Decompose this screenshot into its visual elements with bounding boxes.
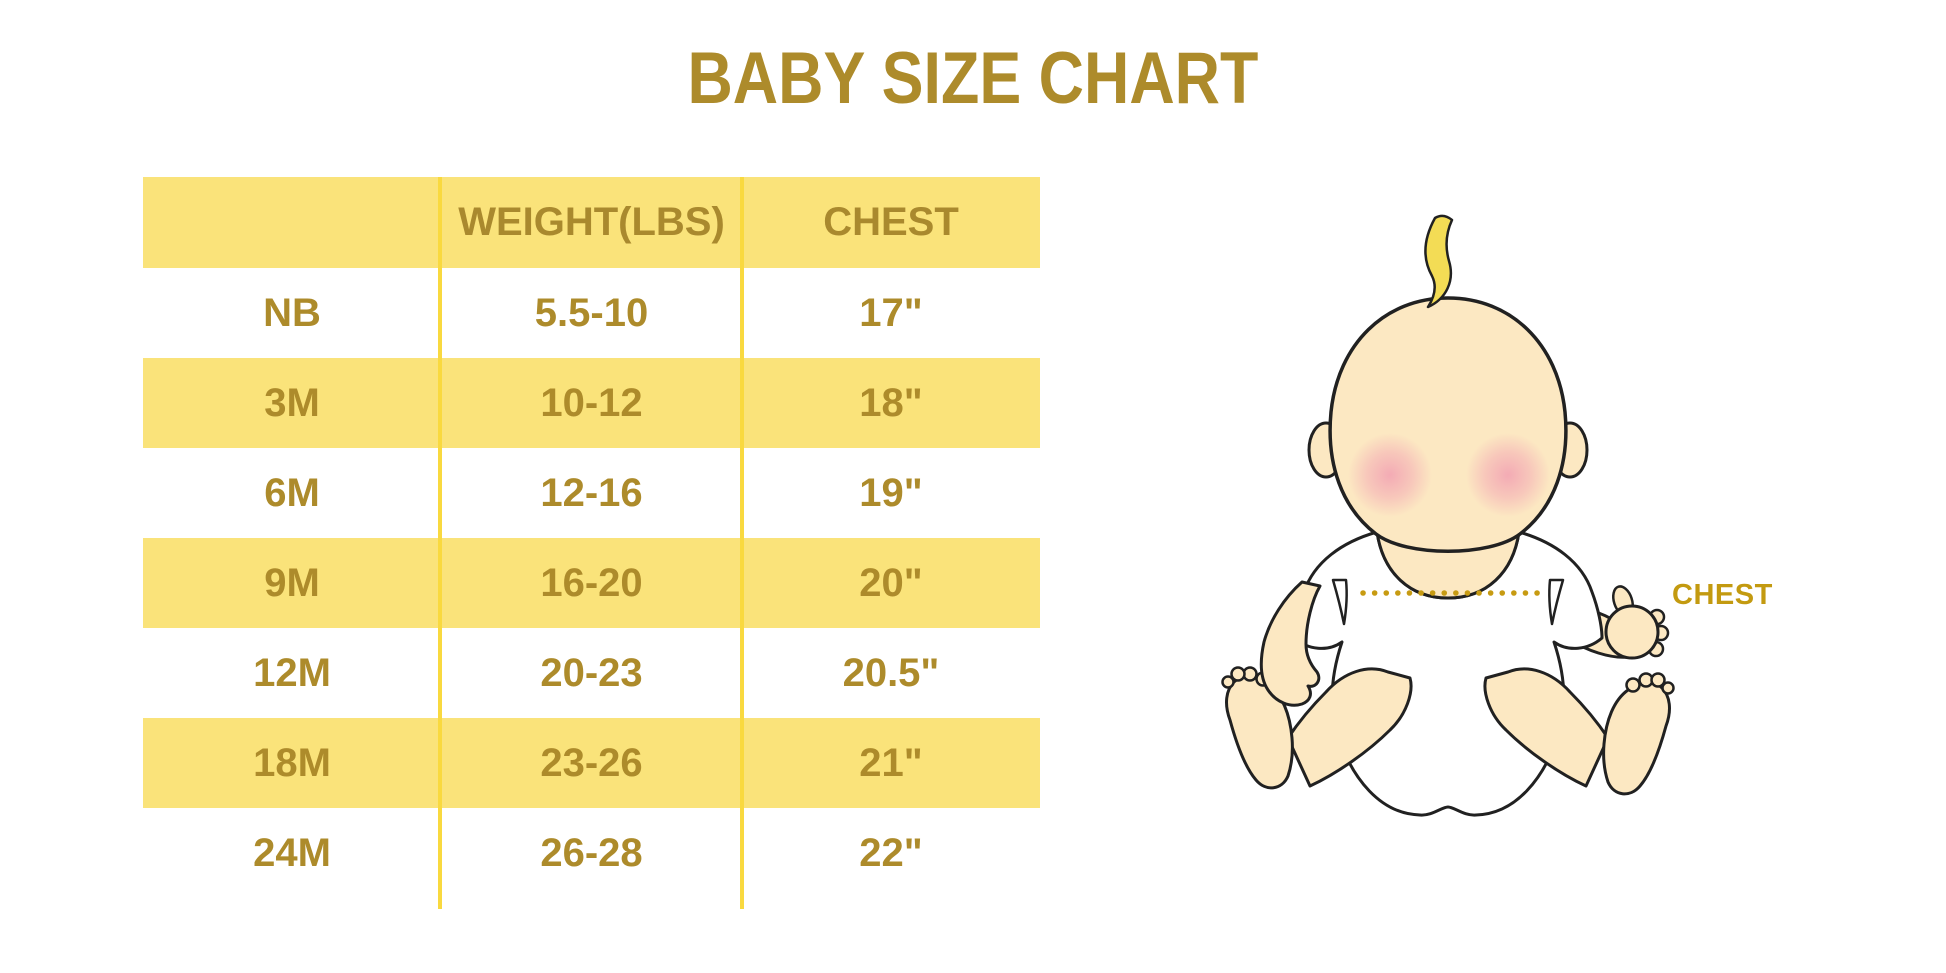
cell-size: 24M [253, 830, 331, 875]
baby-illustration: CHEST [1221, 214, 1773, 817]
cell-weight: 23-26 [540, 740, 643, 785]
cell-size: 9M [264, 560, 320, 605]
baby-right-fist [1604, 585, 1670, 660]
cell-weight: 10-12 [540, 380, 643, 425]
cell-weight: 5.5-10 [534, 290, 649, 335]
cell-size: 6M [264, 470, 320, 515]
table-row: 18M 23-26 21" [143, 718, 1040, 808]
cell-size: 12M [253, 650, 331, 695]
size-table: WEIGHT(LBS) CHEST NB 5.5-10 17" 3M 10-12… [143, 177, 1040, 909]
table-row: 24M 26-28 22" [143, 808, 1040, 898]
cell-chest: 18" [859, 380, 923, 425]
chest-label: CHEST [1672, 579, 1773, 611]
table-row: 3M 10-12 18" [143, 358, 1040, 448]
cell-size: 3M [264, 380, 320, 425]
cell-chest: 17" [859, 290, 923, 335]
baby-left-arm [1259, 580, 1322, 707]
cell-weight: 12-16 [540, 470, 643, 515]
table-row: 6M 12-16 19" [143, 448, 1040, 538]
cell-weight: 20-23 [540, 650, 643, 695]
table-row: 9M 16-20 20" [143, 538, 1040, 628]
column-divider-2 [740, 177, 744, 909]
cell-size: NB [263, 290, 321, 335]
baby-head [1328, 296, 1568, 553]
cell-chest: 20.5" [842, 650, 940, 695]
header-cell-size [143, 177, 441, 268]
table-row: 12M 20-23 20.5" [143, 628, 1040, 718]
hair-curl-icon [1424, 214, 1454, 309]
header-cell-chest: CHEST [823, 200, 959, 244]
table-header-row: WEIGHT(LBS) CHEST [143, 177, 1040, 268]
cell-chest: 19" [859, 470, 923, 515]
table-row: NB 5.5-10 17" [143, 268, 1040, 358]
cell-chest: 22" [859, 830, 923, 875]
page-title-text: BABY SIZE CHART [687, 38, 1259, 119]
header-cell-weight: WEIGHT(LBS) [458, 200, 725, 244]
baby-cheeks [1348, 433, 1550, 517]
cell-chest: 21" [859, 740, 923, 785]
column-divider-1 [438, 177, 442, 909]
cell-weight: 16-20 [540, 560, 643, 605]
cell-size: 18M [253, 740, 331, 785]
page-title: BABY SIZE CHART [0, 42, 1946, 115]
cell-weight: 26-28 [540, 830, 643, 875]
armpit-notches [1331, 578, 1565, 626]
cell-chest: 20" [859, 560, 923, 605]
